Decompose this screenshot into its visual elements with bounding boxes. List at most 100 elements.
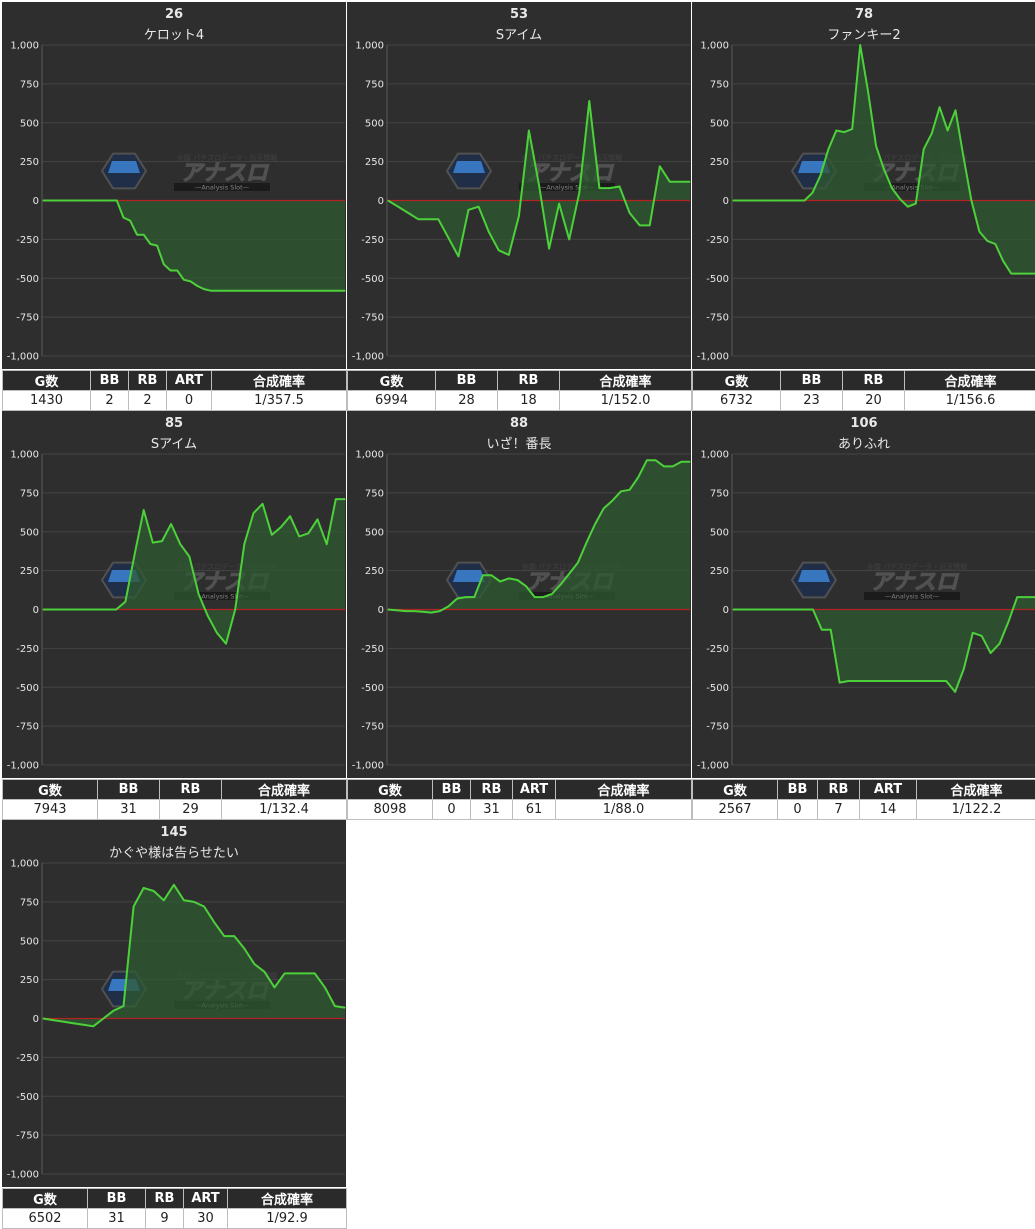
data-point xyxy=(915,203,916,204)
y-tick-label: 250 xyxy=(710,566,729,577)
data-point xyxy=(161,540,162,541)
data-point xyxy=(93,1026,94,1027)
data-point xyxy=(1008,621,1009,622)
data-point xyxy=(750,609,751,610)
y-tick-label: 0 xyxy=(378,196,384,207)
data-point xyxy=(83,1024,84,1025)
data-point xyxy=(828,149,829,150)
stats-header-cell: G数 xyxy=(3,780,98,800)
data-point xyxy=(946,680,947,681)
data-point xyxy=(639,225,640,226)
data-point xyxy=(517,579,518,580)
data-point xyxy=(413,610,414,611)
stats-value-cell: 6994 xyxy=(348,391,436,411)
data-point xyxy=(560,584,561,585)
data-point xyxy=(308,533,309,534)
data-point xyxy=(1026,273,1027,274)
y-tick-label: -250 xyxy=(706,235,729,246)
stats-header-cell: ART xyxy=(860,780,917,800)
machine-number: 53 xyxy=(347,7,691,22)
data-point xyxy=(579,192,580,193)
data-point xyxy=(42,200,43,201)
y-tick-label: 250 xyxy=(20,566,39,577)
data-point xyxy=(344,1007,345,1008)
stats-value-cell: 7943 xyxy=(3,800,98,820)
data-point xyxy=(224,935,225,936)
data-point xyxy=(910,680,911,681)
data-point xyxy=(669,181,670,182)
data-point xyxy=(482,575,483,576)
stats-header-cell: BB xyxy=(433,780,471,800)
data-point xyxy=(525,586,526,587)
data-point xyxy=(528,130,529,131)
data-point xyxy=(106,609,107,610)
data-point xyxy=(860,44,861,45)
data-point xyxy=(498,250,499,251)
data-point xyxy=(995,243,996,244)
data-point xyxy=(193,901,194,902)
y-tick-label: 750 xyxy=(20,488,39,499)
machine-name: ファンキー2 xyxy=(692,24,1035,43)
machine-name: ありふれ xyxy=(692,433,1035,452)
stats-value-cell: 31 xyxy=(88,1209,146,1229)
y-tick-label: -250 xyxy=(16,1053,39,1064)
data-point xyxy=(518,215,519,216)
data-point xyxy=(954,691,955,692)
machine-name: ケロット4 xyxy=(2,24,346,43)
data-point xyxy=(284,973,285,974)
data-point xyxy=(609,187,610,188)
data-point xyxy=(163,264,164,265)
y-tick-label: -1,000 xyxy=(697,352,729,363)
data-point xyxy=(63,200,64,201)
stats-value-cell: 1/88.0 xyxy=(556,800,692,820)
data-point xyxy=(387,609,388,610)
y-tick-label: 500 xyxy=(365,527,384,538)
stats-header-cell: 合成確率 xyxy=(222,780,347,800)
y-tick-label: -250 xyxy=(16,644,39,655)
data-point xyxy=(123,1005,124,1006)
data-point xyxy=(1011,273,1012,274)
data-point xyxy=(500,581,501,582)
data-point xyxy=(123,217,124,218)
data-point xyxy=(134,554,135,555)
data-point xyxy=(63,1021,64,1022)
data-point xyxy=(324,290,325,291)
data-point xyxy=(892,680,893,681)
y-tick-label: -1,000 xyxy=(7,1170,39,1181)
data-point xyxy=(254,963,255,964)
y-tick-label: 500 xyxy=(365,118,384,129)
stats-header-cell: RB xyxy=(471,780,513,800)
data-point xyxy=(189,556,190,557)
stats-header-cell: G数 xyxy=(693,780,778,800)
data-point xyxy=(979,231,980,232)
data-point xyxy=(177,270,178,271)
y-tick-label: 0 xyxy=(33,1014,39,1025)
stats-value-cell: 61 xyxy=(513,800,556,820)
data-point xyxy=(756,200,757,201)
data-point xyxy=(97,609,98,610)
data-point xyxy=(83,200,84,201)
machine-number: 78 xyxy=(692,7,1035,22)
stats-value-cell: 31 xyxy=(471,800,513,820)
stats-value-cell: 1/152.0 xyxy=(560,391,692,411)
watermark-sub-text: —Analysis Slot— xyxy=(195,184,250,192)
data-point xyxy=(408,212,409,213)
data-point xyxy=(551,593,552,594)
data-point xyxy=(1019,273,1020,274)
data-point xyxy=(338,290,339,291)
